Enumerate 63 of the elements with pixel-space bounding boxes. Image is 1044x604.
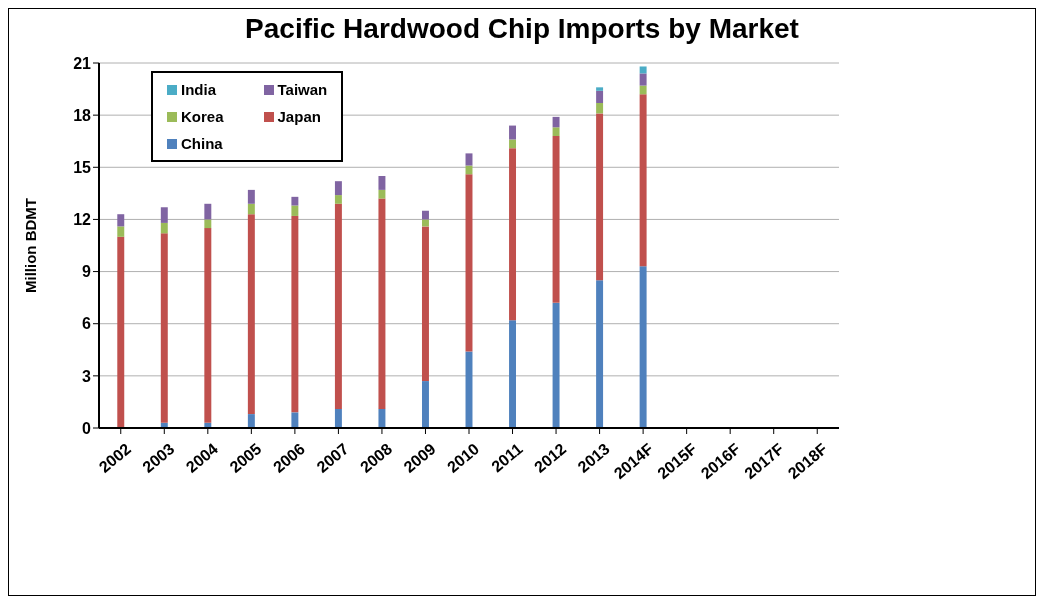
legend-label: China (181, 135, 223, 152)
bar (552, 116, 560, 128)
bar (596, 102, 604, 114)
y-tick-label: 21 (73, 54, 92, 72)
bar (334, 195, 342, 204)
bar (378, 198, 386, 409)
bar (552, 302, 560, 428)
y-tick-label: 6 (82, 315, 92, 333)
bar (552, 136, 560, 303)
bar (421, 219, 429, 227)
y-tick-label: 0 (82, 419, 92, 437)
bar (204, 219, 212, 229)
bar (204, 203, 212, 220)
bar (639, 73, 647, 86)
bar (247, 214, 255, 415)
bar (247, 189, 255, 204)
y-tick-label: 3 (82, 367, 92, 385)
bar (117, 236, 125, 428)
legend-label: India (181, 81, 217, 98)
bar (509, 139, 517, 149)
chart-title: Pacific Hardwood Chip Imports by Market (244, 13, 800, 46)
legend-label: Taiwan (277, 81, 328, 98)
bar (596, 113, 604, 281)
bar (509, 320, 517, 428)
bar (291, 205, 299, 216)
bar (334, 203, 342, 409)
bar (204, 228, 212, 423)
bar (552, 127, 560, 136)
bar (378, 408, 386, 428)
y-tick-label: 12 (73, 211, 92, 229)
bar (334, 408, 342, 428)
bar (247, 203, 255, 215)
legend-label: Japan (277, 108, 321, 125)
bar (378, 175, 386, 190)
bar (160, 222, 168, 234)
bar (596, 280, 604, 428)
bar (465, 153, 473, 166)
bar (596, 87, 604, 91)
bar (247, 414, 255, 428)
bar (421, 226, 429, 382)
bar (639, 85, 647, 95)
bar (509, 148, 517, 321)
bar (291, 215, 299, 413)
y-tick-label: 18 (73, 106, 92, 124)
bar (160, 233, 168, 423)
y-tick-label: 9 (82, 263, 92, 281)
bar (117, 214, 125, 227)
bar (378, 189, 386, 199)
bar (421, 210, 429, 220)
bar (639, 66, 647, 74)
bar (334, 181, 342, 196)
bar (160, 207, 168, 223)
bar (291, 196, 299, 206)
y-axis-title: Million BDMT (22, 198, 40, 293)
bar (639, 94, 647, 267)
bar (421, 381, 429, 428)
legend-label: Korea (181, 108, 224, 125)
bar (117, 226, 125, 237)
y-tick-label: 15 (73, 158, 92, 176)
bar (639, 266, 647, 428)
bar (596, 90, 604, 103)
bar (509, 125, 517, 140)
bar (291, 412, 299, 428)
